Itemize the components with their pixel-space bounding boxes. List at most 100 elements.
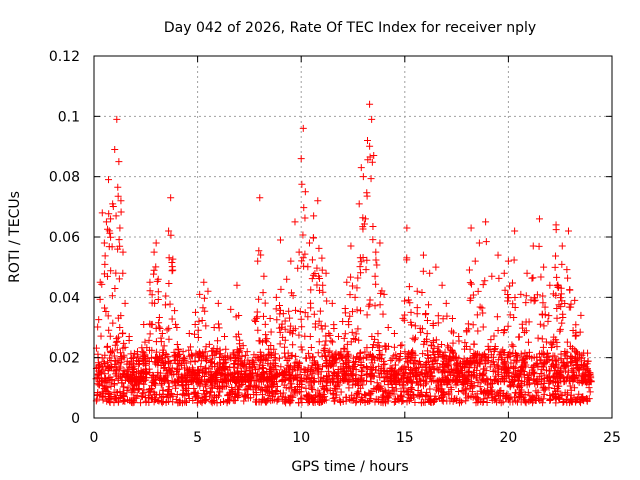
data-point [384, 397, 392, 405]
data-point [493, 390, 501, 398]
data-point [112, 269, 120, 277]
data-point [272, 293, 280, 301]
data-point [504, 322, 512, 330]
data-point [568, 358, 576, 366]
data-point [183, 369, 191, 377]
data-point [310, 310, 318, 318]
data-point [549, 352, 557, 360]
data-point [153, 348, 161, 356]
data-point [114, 192, 122, 200]
data-point [277, 306, 285, 314]
data-point [102, 218, 110, 226]
data-point [106, 332, 114, 340]
data-point [569, 365, 577, 373]
data-point [326, 356, 334, 364]
data-point [372, 395, 380, 403]
data-point [401, 348, 409, 356]
data-point [443, 312, 451, 320]
data-point [123, 396, 131, 404]
data-point [342, 360, 350, 368]
data-point [435, 395, 443, 403]
data-point [199, 304, 207, 312]
data-point [213, 399, 221, 407]
data-point [455, 333, 463, 341]
data-point [354, 388, 362, 396]
data-point [222, 362, 230, 370]
data-point [559, 310, 567, 318]
x-tick-label: 10 [292, 430, 310, 446]
data-point [462, 359, 470, 367]
data-point [307, 344, 315, 352]
data-point [572, 329, 580, 337]
data-point [403, 388, 411, 396]
data-point [481, 277, 489, 285]
data-point [483, 375, 491, 383]
data-point [169, 392, 177, 400]
data-point [415, 360, 423, 368]
data-point [530, 294, 538, 302]
data-point [96, 278, 104, 286]
data-point [501, 357, 509, 365]
data-point [509, 300, 517, 308]
data-point [418, 289, 426, 297]
data-point [536, 320, 544, 328]
data-point [107, 267, 115, 275]
data-point [576, 328, 584, 336]
data-point [547, 362, 555, 370]
y-tick-label: 0.12 [49, 49, 80, 65]
data-point [297, 155, 305, 163]
data-point [200, 294, 208, 302]
data-point [461, 375, 469, 383]
data-point [104, 342, 112, 350]
data-point [234, 386, 242, 394]
data-point [439, 315, 447, 323]
data-point [109, 200, 117, 208]
data-point [323, 297, 331, 305]
data-point [441, 348, 449, 356]
data-point [377, 367, 385, 375]
data-point [411, 322, 419, 330]
data-point [202, 343, 210, 351]
data-point [557, 350, 565, 358]
data-point [463, 343, 471, 351]
data-point [230, 374, 238, 382]
data-point [489, 367, 497, 375]
data-point [297, 395, 305, 403]
data-point [556, 395, 564, 403]
data-point [517, 350, 525, 358]
data-point [165, 357, 173, 365]
data-point [525, 348, 533, 356]
data-point [346, 291, 354, 299]
data-point [478, 304, 486, 312]
data-point [106, 373, 114, 381]
data-point [492, 372, 500, 380]
data-point [337, 353, 345, 361]
data-point [119, 330, 127, 338]
data-point [307, 299, 315, 307]
data-point [173, 341, 181, 349]
data-point [432, 263, 440, 271]
data-point [434, 366, 442, 374]
data-point [131, 377, 139, 385]
data-point [357, 349, 365, 357]
data-point [177, 361, 185, 369]
data-point [236, 336, 244, 344]
data-point [396, 366, 404, 374]
data-point [130, 376, 138, 384]
data-point [259, 289, 267, 297]
data-point [162, 371, 170, 379]
data-point [102, 307, 110, 315]
data-point [231, 393, 239, 401]
data-point [504, 366, 512, 374]
data-point [286, 328, 294, 336]
data-point [227, 355, 235, 363]
data-point [539, 299, 547, 307]
data-point [276, 340, 284, 348]
data-point [249, 369, 257, 377]
data-point [509, 363, 517, 371]
data-point [329, 371, 337, 379]
data-point [207, 358, 215, 366]
data-point [259, 378, 267, 386]
data-point [185, 346, 193, 354]
data-point [141, 338, 149, 346]
